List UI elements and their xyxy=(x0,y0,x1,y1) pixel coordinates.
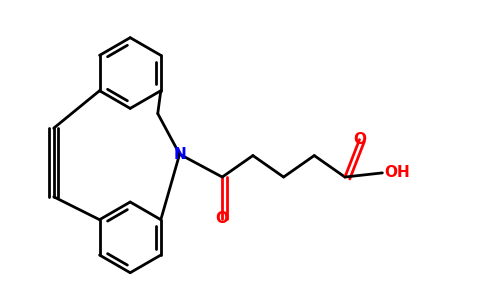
Text: OH: OH xyxy=(384,165,410,180)
Text: O: O xyxy=(216,211,229,226)
Text: O: O xyxy=(353,132,366,147)
Text: N: N xyxy=(173,147,186,162)
